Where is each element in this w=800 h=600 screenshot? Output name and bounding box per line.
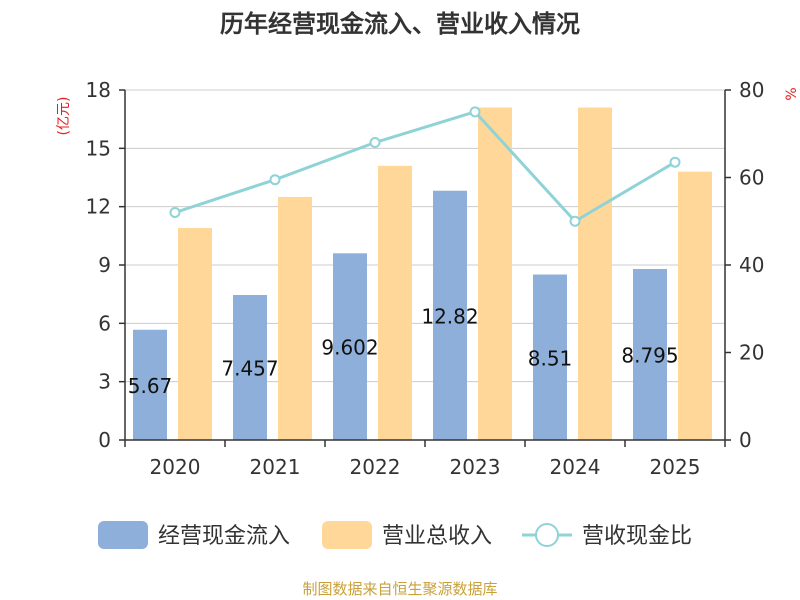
revenue-bar xyxy=(578,107,612,440)
legend-label-cash-inflow: 经营现金流入 xyxy=(158,524,290,549)
right-tick-label: 80 xyxy=(739,78,764,102)
cash-inflow-bar xyxy=(333,253,367,440)
x-tick-label: 2024 xyxy=(550,455,601,479)
cash-inflow-data-label: 12.82 xyxy=(421,304,478,328)
right-tick-label: 60 xyxy=(739,166,764,190)
chart-title: 历年经营现金流入、营业收入情况 xyxy=(220,10,580,38)
revenue-bar xyxy=(378,165,412,441)
revenue-bar xyxy=(678,171,712,440)
revenue-bar xyxy=(478,107,512,440)
source-note: 制图数据来自恒生聚源数据库 xyxy=(302,580,497,598)
ratio-point xyxy=(669,156,681,168)
revenue-bar xyxy=(278,196,312,440)
left-axis-unit: (亿元) xyxy=(56,97,72,136)
x-tick-label: 2025 xyxy=(650,455,701,479)
cash-inflow-bar xyxy=(633,268,667,440)
cash-inflow-bar xyxy=(133,329,167,440)
cash-inflow-data-label: 9.602 xyxy=(321,336,378,360)
cash-inflow-data-label: 8.795 xyxy=(621,343,678,367)
left-tick-label: 15 xyxy=(86,136,111,160)
left-tick-label: 3 xyxy=(98,370,111,394)
cash-inflow-bar xyxy=(233,295,267,440)
legend-swatch-revenue xyxy=(322,521,372,549)
x-tick-label: 2023 xyxy=(450,455,501,479)
gridlines xyxy=(125,89,725,383)
left-tick-label: 0 xyxy=(98,428,111,452)
right-tick-label: 0 xyxy=(739,428,752,452)
left-tick-label: 9 xyxy=(98,253,111,277)
ratio-point xyxy=(269,174,281,186)
right-tick-label: 40 xyxy=(739,253,764,277)
x-tick-label: 2020 xyxy=(150,455,201,479)
left-tick-label: 18 xyxy=(86,78,111,102)
ratio-point xyxy=(469,106,481,118)
left-tick-label: 6 xyxy=(98,311,111,335)
right-tick-label: 20 xyxy=(739,341,764,365)
right-axis-unit: % xyxy=(784,87,800,100)
ratio-point xyxy=(369,137,381,148)
legend-swatch-cash-inflow xyxy=(98,521,148,549)
data-labels: 5.67 7.457 9.602 12.82 8.51 8.795 xyxy=(128,304,679,398)
cash-inflow-bar xyxy=(433,190,467,440)
left-tick-label: 12 xyxy=(86,195,111,219)
legend: 经营现金流入 营业总收入 营收现金比 xyxy=(98,521,692,549)
ratio-line xyxy=(174,110,676,224)
line-series xyxy=(169,106,681,227)
revenue-bar xyxy=(178,228,212,440)
x-tick-label: 2021 xyxy=(250,455,301,479)
legend-label-revenue: 营业总收入 xyxy=(382,524,492,549)
cash-inflow-bar xyxy=(533,274,567,440)
cash-inflow-data-label: 7.457 xyxy=(221,357,278,381)
x-tick-label: 2022 xyxy=(350,455,401,479)
cash-inflow-data-label: 5.67 xyxy=(128,374,173,398)
legend-label-ratio: 营收现金比 xyxy=(582,524,692,549)
ratio-point xyxy=(569,215,581,227)
cash-inflow-data-label: 8.51 xyxy=(528,346,573,370)
ratio-point xyxy=(169,207,181,218)
axes: 0 3 6 9 12 15 18 0 20 40 60 80 2020 2021 2022 2023 2024 2… xyxy=(86,78,765,479)
bar-series xyxy=(133,107,712,441)
legend-marker-ratio xyxy=(535,523,559,547)
